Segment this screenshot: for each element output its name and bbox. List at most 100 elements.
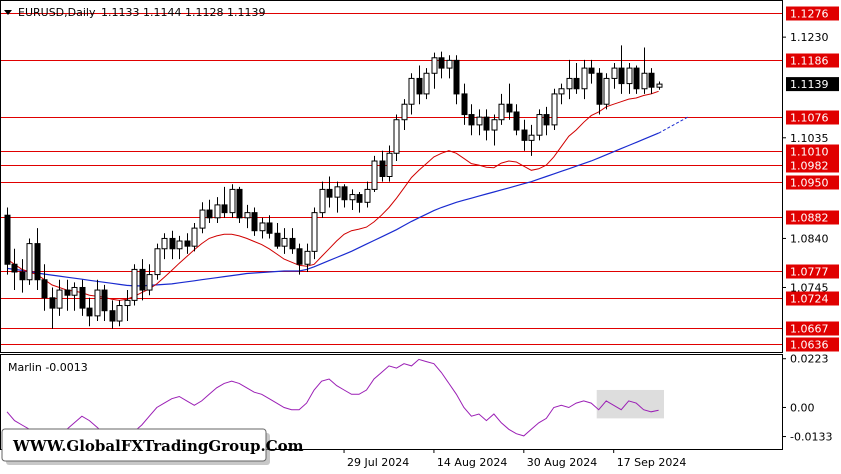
- current-price-label: 1.1139: [790, 78, 829, 91]
- candle-body: [521, 129, 528, 141]
- candle-body: [528, 134, 535, 141]
- ma-fast-line: [6, 90, 659, 301]
- level-tag-label: 1.1276: [790, 8, 829, 21]
- candle-body: [289, 237, 296, 250]
- level-tag: [786, 110, 839, 125]
- time-tick-label: 14 Aug 2024: [437, 456, 507, 469]
- current-price-tag: [786, 77, 839, 92]
- price-tick-label: 1.1230: [790, 31, 829, 44]
- candle-body: [468, 114, 475, 126]
- candle-body: [311, 212, 318, 252]
- level-tag: [786, 53, 839, 68]
- level-tag-label: 1.0636: [790, 339, 829, 352]
- candle-body: [401, 103, 408, 121]
- level-tag: [786, 175, 839, 190]
- candle-body: [274, 232, 281, 247]
- candle-body: [566, 77, 573, 90]
- level-tag: [786, 144, 839, 159]
- candle-body: [199, 209, 206, 229]
- candle-body: [476, 116, 483, 126]
- candle-body: [371, 160, 378, 190]
- candle-body: [588, 67, 595, 74]
- candle-body: [431, 57, 438, 74]
- candle-body: [109, 310, 116, 322]
- candle-body: [506, 103, 513, 113]
- candle-body: [86, 307, 93, 317]
- level-tag-label: 1.0882: [790, 212, 829, 225]
- level-tag-label: 1.0667: [790, 323, 829, 336]
- ohlc-label: 1.1133 1.1144 1.1128 1.1139: [101, 6, 265, 19]
- candle-body: [326, 188, 333, 198]
- marlin-tick-label: 0.00: [790, 401, 815, 414]
- moving-averages-layer: [6, 90, 689, 301]
- candle-body: [596, 72, 603, 105]
- candle-body: [446, 59, 453, 69]
- candle-body: [626, 67, 633, 85]
- candle-body: [64, 289, 71, 296]
- candle-body: [656, 83, 663, 88]
- candle-body: [244, 212, 251, 219]
- candle-body: [618, 67, 625, 85]
- level-tag: [786, 264, 839, 279]
- level-tag: [786, 210, 839, 225]
- price-pane-frame: [0, 0, 783, 353]
- candle-body: [408, 77, 415, 105]
- candles-layer: [4, 45, 663, 329]
- candle-body: [71, 286, 78, 296]
- ma-slow-projection: [658, 116, 689, 134]
- candle-body: [543, 114, 550, 126]
- price-tick-label: 1.0745: [790, 281, 829, 294]
- candle-body: [581, 67, 588, 90]
- collapse-triangle-icon[interactable]: [4, 10, 12, 15]
- candle-body: [49, 297, 56, 309]
- candle-body: [416, 77, 423, 95]
- candle-body: [513, 111, 520, 131]
- candle-body: [184, 240, 191, 247]
- candle-body: [633, 67, 640, 90]
- candle-body: [558, 88, 565, 95]
- candle-body: [611, 67, 618, 79]
- levels-layer: [1, 13, 782, 345]
- candle-body: [56, 289, 63, 309]
- marlin-tick-label: -0.0133: [790, 431, 832, 444]
- level-tag-label: 1.1186: [790, 55, 829, 68]
- candle-body: [41, 279, 48, 299]
- candle-body: [34, 243, 41, 281]
- symbol-label: EURUSD,Daily: [18, 6, 96, 19]
- candle-body: [603, 77, 610, 105]
- candle-body: [386, 152, 393, 178]
- candle-body: [319, 188, 326, 214]
- candle-body: [259, 222, 266, 232]
- candle-body: [641, 72, 648, 90]
- watermark-text: WWW.GlobalFXTradingGroup.Com: [12, 437, 304, 455]
- level-tag-label: 1.0950: [790, 177, 829, 190]
- candle-body: [11, 263, 18, 273]
- candle-body: [176, 240, 183, 250]
- candle-body: [229, 188, 236, 214]
- level-tag-label: 1.0777: [790, 266, 829, 279]
- level-tag: [786, 6, 839, 21]
- candle-body: [94, 289, 101, 317]
- candle-body: [206, 209, 213, 219]
- candle-body: [169, 237, 176, 250]
- level-tag: [786, 321, 839, 336]
- candle-body: [393, 119, 400, 154]
- candle-body: [491, 119, 498, 131]
- level-tag-label: 1.0724: [790, 293, 829, 306]
- candle-body: [131, 268, 138, 301]
- candle-body: [221, 204, 228, 214]
- candle-body: [304, 250, 311, 265]
- candle-body: [236, 188, 243, 219]
- candle-body: [453, 59, 460, 95]
- level-tag-label: 1.1076: [790, 112, 829, 125]
- candle-body: [161, 237, 168, 250]
- candle-body: [266, 222, 273, 234]
- candle-body: [4, 214, 11, 265]
- candle-body: [423, 72, 430, 95]
- candle-body: [536, 114, 543, 136]
- candle-body: [648, 72, 655, 88]
- price-tick-label: 1.1035: [790, 132, 829, 145]
- candle-body: [139, 268, 146, 291]
